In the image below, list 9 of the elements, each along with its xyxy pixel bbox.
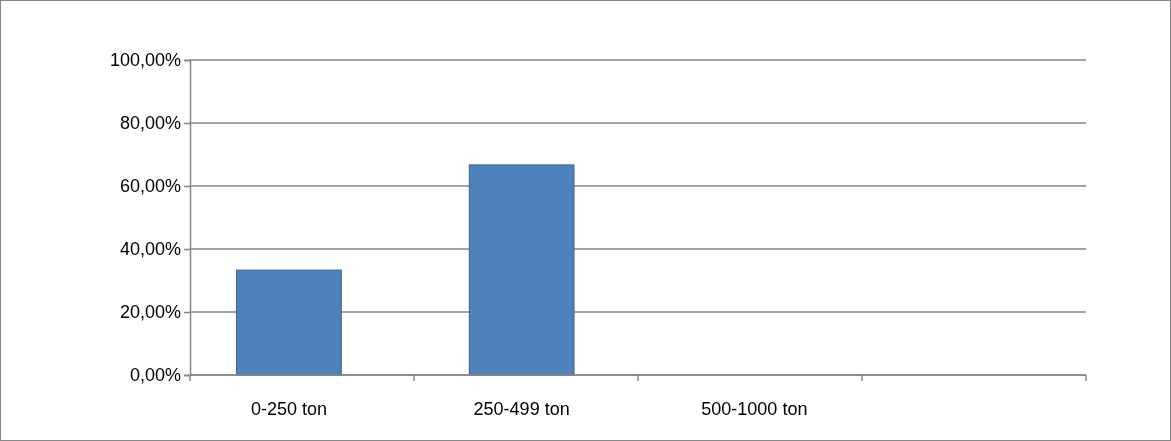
y-tick-label: 100,00% <box>109 50 181 71</box>
x-tick-label: 500-1000 ton <box>701 399 808 419</box>
y-tick-label: 40,00% <box>119 239 181 260</box>
y-tick-label: 80,00% <box>119 113 181 134</box>
y-tick-label: 20,00% <box>119 302 181 323</box>
x-tick-label: 250-499 ton <box>473 399 570 419</box>
y-tick-label: 0,00% <box>129 365 181 386</box>
x-tick-label: 0-250 ton <box>250 399 327 419</box>
y-tick-label: 60,00% <box>119 176 181 197</box>
